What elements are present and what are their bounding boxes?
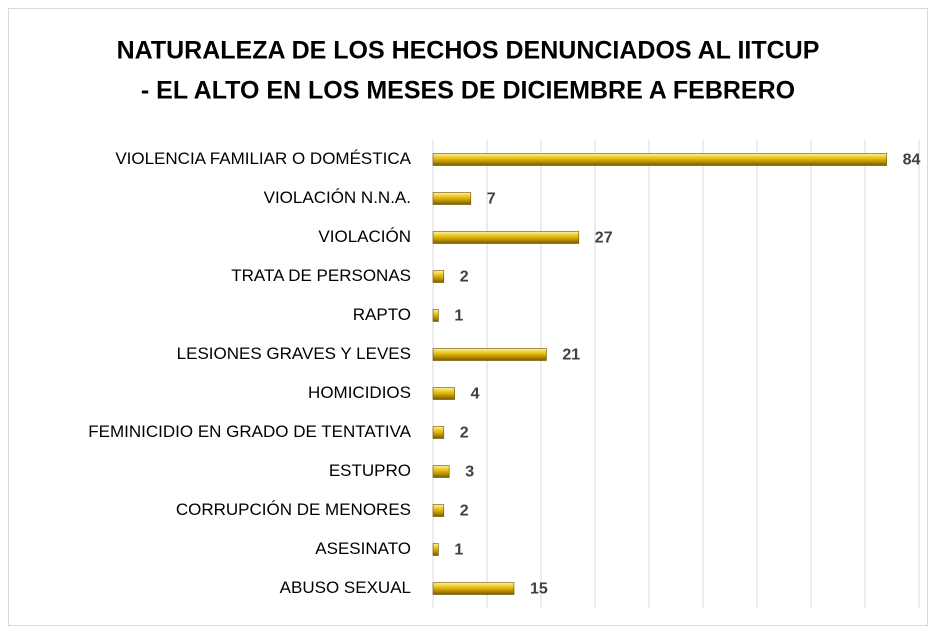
y-tick-label: ASESINATO bbox=[315, 539, 411, 558]
y-tick-label: LESIONES GRAVES Y LEVES bbox=[177, 344, 411, 363]
data-label: 1 bbox=[454, 542, 463, 559]
bar bbox=[432, 387, 455, 400]
bar bbox=[432, 582, 515, 595]
y-tick-label: ABUSO SEXUAL bbox=[280, 578, 411, 597]
data-label: 2 bbox=[460, 425, 469, 442]
bar bbox=[432, 192, 472, 205]
bar bbox=[432, 543, 439, 556]
y-tick-label: VIOLACIÓN N.N.A. bbox=[264, 188, 411, 207]
bar bbox=[432, 504, 445, 517]
bar bbox=[432, 270, 445, 283]
y-tick-label: TRATA DE PERSONAS bbox=[231, 266, 411, 285]
data-label: 2 bbox=[460, 269, 469, 286]
data-label: 15 bbox=[530, 581, 548, 598]
bar bbox=[432, 231, 580, 244]
y-tick-label: RAPTO bbox=[353, 305, 411, 324]
data-label: 27 bbox=[595, 230, 613, 247]
y-tick-label: FEMINICIDIO EN GRADO DE TENTATIVA bbox=[88, 422, 411, 441]
bar bbox=[432, 348, 547, 361]
data-label: 84 bbox=[903, 152, 921, 169]
y-tick-label: CORRUPCIÓN DE MENORES bbox=[176, 500, 411, 519]
chart-frame bbox=[8, 8, 928, 626]
chart-title: NATURALEZA DE LOS HECHOS DENUNCIADOS AL … bbox=[117, 37, 820, 65]
data-label: 3 bbox=[465, 464, 474, 481]
chart-title: - EL ALTO EN LOS MESES DE DICIEMBRE A FE… bbox=[141, 77, 795, 105]
bar bbox=[432, 426, 445, 439]
data-label: 2 bbox=[460, 503, 469, 520]
bar bbox=[432, 153, 887, 166]
y-tick-label: HOMICIDIOS bbox=[308, 383, 411, 402]
bar bbox=[432, 309, 439, 322]
bar bbox=[432, 465, 450, 478]
data-label: 7 bbox=[487, 191, 496, 208]
data-label: 1 bbox=[454, 308, 463, 325]
data-label: 21 bbox=[562, 347, 580, 364]
y-tick-label: VIOLACIÓN bbox=[318, 227, 411, 246]
y-tick-label: VIOLENCIA FAMILIAR O DOMÉSTICA bbox=[115, 149, 411, 168]
y-tick-label: ESTUPRO bbox=[329, 461, 411, 480]
data-label: 4 bbox=[471, 386, 480, 403]
